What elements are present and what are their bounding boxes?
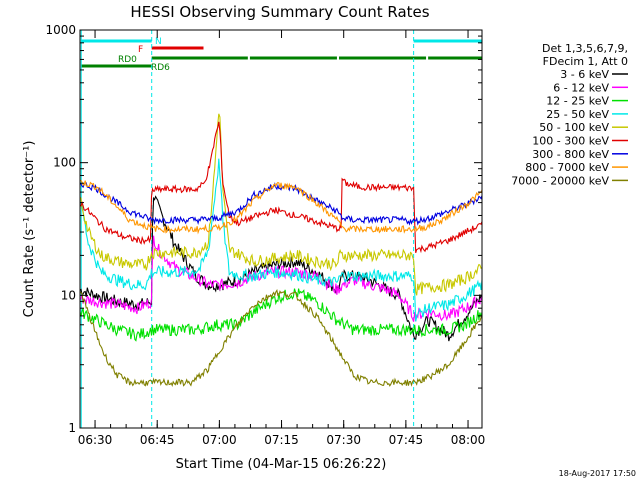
legend-label-6: 300 - 800 keV <box>532 148 609 161</box>
y-axis-ticks: 1 10 100 1000 <box>45 23 482 435</box>
series-line-3 <box>79 158 483 322</box>
flag-labels: N F RD0 RD6 <box>118 37 170 73</box>
y-tick-label-3: 1000 <box>45 23 76 37</box>
flag-label-rd0: RD0 <box>118 55 137 65</box>
x-axis-label: Start Time (04-Mar-15 06:26:22) <box>176 457 387 472</box>
x-tick-label-4: 07:30 <box>326 433 361 447</box>
x-tick-label-3: 07:15 <box>264 433 299 447</box>
x-tick-label-2: 07:00 <box>202 433 237 447</box>
y-tick-label-2: 100 <box>53 156 76 170</box>
legend: Det 1,3,5,6,7,9, FDecim 1, Att 0 3 - 6 k… <box>511 42 628 187</box>
legend-label-2: 12 - 25 keV <box>546 95 609 108</box>
y-axis-label: Count Rate (s⁻¹ detector⁻¹) <box>22 141 37 318</box>
legend-header-line-2: FDecim 1, Att 0 <box>543 55 628 68</box>
x-tick-label-6: 08:00 <box>451 433 486 447</box>
legend-label-8: 7000 - 20000 keV <box>511 174 609 187</box>
series-line-2 <box>79 288 483 342</box>
x-tick-label-5: 07:45 <box>389 433 424 447</box>
x-tick-label-1: 06:45 <box>140 433 175 447</box>
legend-label-4: 50 - 100 keV <box>539 121 609 134</box>
legend-label-5: 100 - 300 keV <box>532 135 609 148</box>
flag-label-n: N <box>155 37 162 47</box>
flag-label-f: F <box>138 45 143 55</box>
series-line-5 <box>79 121 483 254</box>
series-line-6 <box>79 182 483 226</box>
data-series <box>79 113 483 388</box>
chart-title: HESSI Observing Summary Count Rates <box>130 3 429 21</box>
x-tick-label-0: 06:30 <box>78 433 113 447</box>
x-axis-ticks: 06:30 06:45 07:00 07:15 07:30 07:45 08:00 <box>78 30 486 447</box>
legend-label-1: 6 - 12 keV <box>553 81 609 94</box>
series-line-8 <box>79 288 483 388</box>
series-line-7 <box>79 179 483 235</box>
series-line-4 <box>79 113 483 296</box>
legend-header-line-1: Det 1,3,5,6,7,9, <box>542 42 628 55</box>
legend-label-0: 3 - 6 keV <box>560 68 609 81</box>
legend-label-3: 25 - 50 keV <box>546 108 609 121</box>
footer-date: 18-Aug-2017 17:50 <box>559 469 636 478</box>
y-tick-label-1: 10 <box>61 288 76 302</box>
y-tick-label-0: 1 <box>68 421 76 435</box>
flag-label-rd6: RD6 <box>151 63 170 73</box>
legend-label-7: 800 - 7000 keV <box>525 161 609 174</box>
flag-bars <box>81 39 482 68</box>
plot-frame <box>79 29 483 429</box>
time-markers <box>80 30 483 428</box>
